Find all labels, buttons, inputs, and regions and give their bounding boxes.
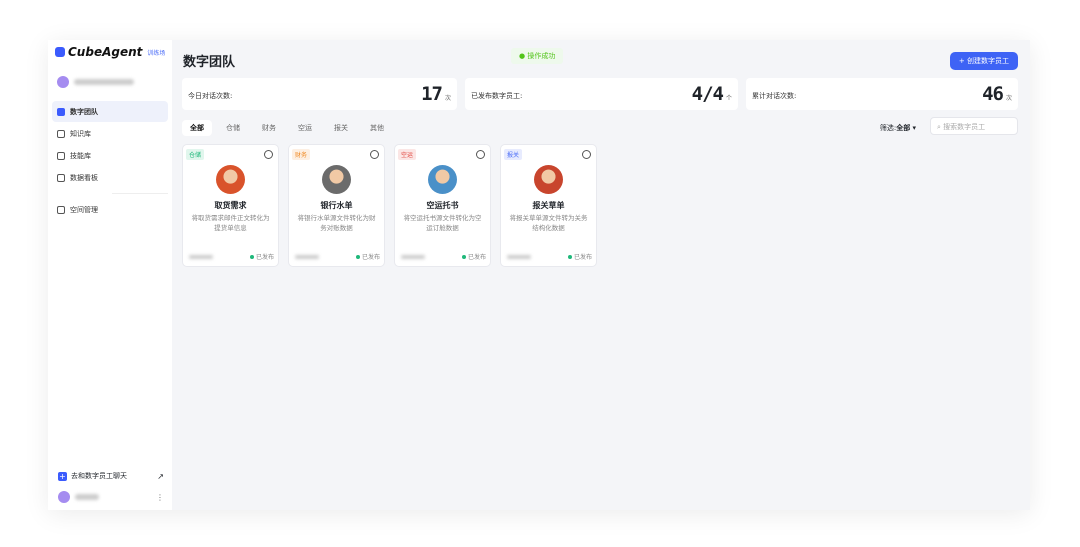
more-icon[interactable]: ⋮ (156, 492, 164, 502)
card-name: 报关草单 (532, 201, 565, 210)
avatar (428, 165, 457, 194)
username-blurred (75, 494, 99, 500)
sidebar-item-team[interactable]: 数字团队 (52, 101, 168, 122)
card-description: 将银行水单源文件转化为财务对账数据 (297, 214, 376, 232)
logo-icon (55, 47, 65, 57)
stat-label: 累计对话次数: (752, 92, 797, 100)
avatar (322, 165, 351, 194)
logo: CubeAgent 训练场 (55, 45, 165, 59)
sidebar-item-dashboard[interactable]: 数据看板 (52, 167, 168, 188)
avatar (534, 165, 563, 194)
stat-value: 17 (421, 83, 443, 105)
wrench-icon (57, 151, 65, 160)
filter-label: 筛选: (879, 124, 897, 132)
success-toast: ● 操作成功 (511, 48, 564, 64)
sidebar-item-label: 空间管理 (70, 205, 98, 214)
filter-dropdown[interactable]: 筛选:全部 ▾ (880, 123, 916, 133)
status-badge: 已发布 (462, 252, 486, 261)
category-badge: 空运 (398, 149, 417, 160)
status-badge: 已发布 (568, 252, 592, 261)
category-badge: 仓储 (186, 149, 205, 160)
user-profile[interactable]: ⋮ (58, 491, 164, 503)
status-badge: 已发布 (356, 252, 380, 261)
search-placeholder: 搜索数字员工 (943, 123, 986, 131)
search-icon: ⌕ (937, 123, 941, 131)
stat-label: 今日对话次数: (188, 92, 233, 100)
toast-text: 操作成功 (527, 52, 556, 60)
stat-unit: 次 (1005, 95, 1012, 102)
card-name: 空运托书 (426, 201, 459, 210)
arrow-up-right-icon: ↗ (157, 471, 164, 481)
stat-value: 46 (982, 83, 1004, 105)
stat-card: 累计对话次数: 46 次 (746, 78, 1018, 110)
app-window: CubeAgent 训练场 数字团队 知识库 技能库 数据看板 空间管理 + 去和… (48, 40, 1030, 510)
card-description: 将空运托书源文件转化为空运订舱数据 (403, 214, 482, 232)
stat-card: 今日对话次数: 17 次 (182, 78, 457, 110)
avatar (216, 165, 245, 194)
more-icon[interactable] (476, 150, 485, 159)
chat-link[interactable]: + 去和数字员工聊天 ↗ (58, 471, 164, 481)
more-icon[interactable] (264, 150, 273, 159)
avatar (58, 491, 70, 503)
sidebar-item-space[interactable]: 空间管理 (52, 199, 168, 220)
divider (112, 193, 168, 194)
workspace-selector[interactable] (57, 76, 134, 88)
tab-customs[interactable]: 报关 (334, 124, 348, 132)
main-content: 数字团队 ● 操作成功 + 创建数字员工 今日对话次数: 17 次 已发布数字员工:… (172, 40, 1030, 510)
sidebar-item-skills[interactable]: 技能库 (52, 145, 168, 166)
chat-label: 去和数字员工聊天 (71, 472, 127, 480)
filter-value: 全部 (896, 124, 911, 132)
author-blurred (295, 254, 319, 259)
dashboard-icon (57, 173, 65, 182)
employee-card[interactable]: 财务 银行水单 将银行水单源文件转化为财务对账数据 已发布 (288, 144, 385, 267)
category-tabs: 全部 仓储 财务 空运 报关 其他 (182, 120, 398, 136)
stat-label: 已发布数字员工: (471, 92, 523, 100)
employee-card[interactable]: 报关 报关草单 将报关草单源文件转为关务结构化数据 已发布 (500, 144, 597, 267)
employee-card[interactable]: 仓储 取货需求 将取货需求邮件正文转化为提货单信息 已发布 (182, 144, 279, 267)
employee-cards: 仓储 取货需求 将取货需求邮件正文转化为提货单信息 已发布 财务 银行水单 将银行… (182, 144, 597, 267)
tab-other[interactable]: 其他 (370, 124, 384, 132)
tab-all[interactable]: 全部 (182, 120, 212, 136)
stat-value: 4/4 (691, 83, 724, 105)
sidebar-item-label: 数字团队 (70, 107, 98, 116)
card-description: 将报关草单源文件转为关务结构化数据 (509, 214, 588, 232)
brand-tag: 训练场 (147, 49, 166, 57)
tab-warehouse[interactable]: 仓储 (226, 124, 240, 132)
category-badge: 财务 (292, 149, 311, 160)
team-icon (57, 107, 65, 116)
card-description: 将取货需求邮件正文转化为提货单信息 (191, 214, 270, 232)
tab-airfreight[interactable]: 空运 (298, 124, 312, 132)
stat-unit: 个 (725, 95, 732, 102)
page-title: 数字团队 (183, 55, 236, 70)
sidebar-item-knowledge[interactable]: 知识库 (52, 123, 168, 144)
sidebar-nav: 数字团队 知识库 技能库 数据看板 空间管理 (52, 101, 168, 221)
category-badge: 报关 (504, 149, 523, 160)
sidebar: CubeAgent 训练场 数字团队 知识库 技能库 数据看板 空间管理 + 去和… (48, 40, 172, 510)
workspace-avatar (57, 76, 69, 88)
create-employee-button[interactable]: + 创建数字员工 (949, 52, 1018, 70)
status-badge: 已发布 (250, 252, 274, 261)
brand-name: CubeAgent (68, 45, 143, 59)
card-name: 取货需求 (214, 201, 247, 210)
user-icon (57, 205, 65, 214)
plus-icon: + (58, 471, 67, 481)
sidebar-item-label: 技能库 (70, 151, 91, 160)
caret-down-icon: ▾ (912, 124, 916, 132)
author-blurred (507, 254, 531, 259)
workspace-name-blurred (74, 79, 134, 85)
employee-card[interactable]: 空运 空运托书 将空运托书源文件转化为空运订舱数据 已发布 (394, 144, 491, 267)
more-icon[interactable] (582, 150, 591, 159)
tab-finance[interactable]: 财务 (262, 124, 276, 132)
author-blurred (189, 254, 213, 259)
stat-card: 已发布数字员工: 4/4 个 (465, 78, 738, 110)
more-icon[interactable] (370, 150, 379, 159)
author-blurred (401, 254, 425, 259)
stat-unit: 次 (444, 95, 451, 102)
sidebar-item-label: 知识库 (70, 129, 91, 138)
search-input[interactable]: ⌕ 搜索数字员工 (930, 117, 1018, 135)
sidebar-item-label: 数据看板 (70, 173, 98, 182)
book-icon (57, 129, 65, 138)
card-name: 银行水单 (320, 201, 353, 210)
